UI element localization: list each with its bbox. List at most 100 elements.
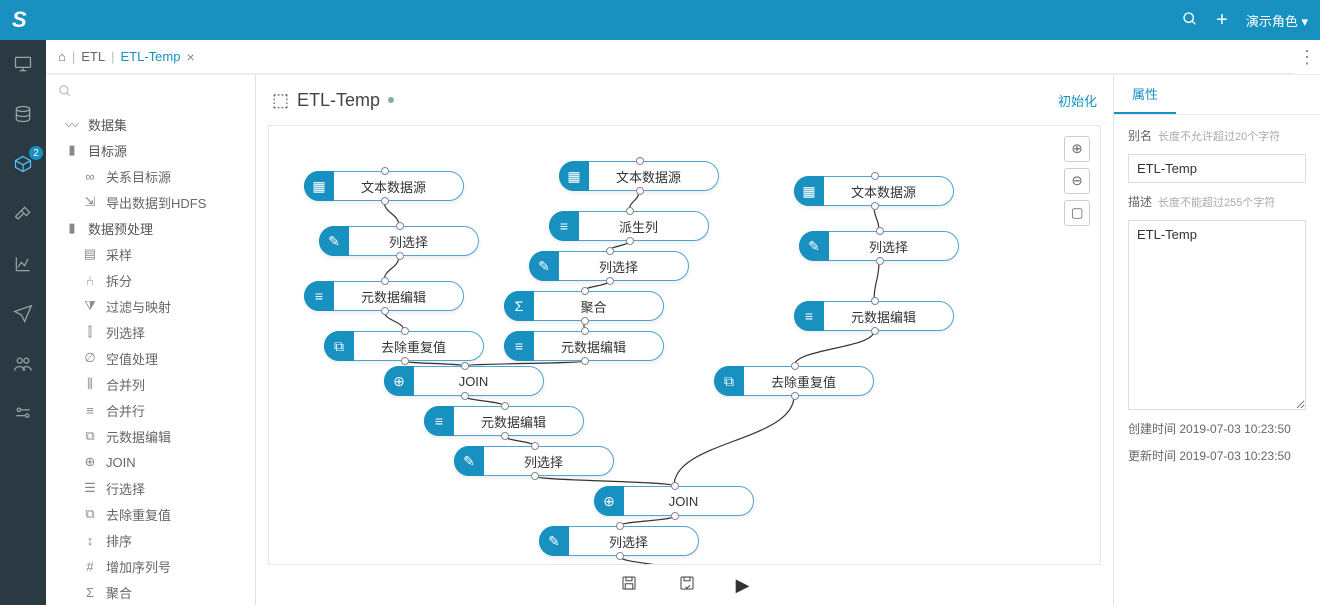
tree-item-rowselect[interactable]: ☰行选择 [46, 475, 255, 501]
null-icon: ∅ [82, 350, 98, 366]
node-label: 列选择 [349, 232, 478, 251]
rail-monitor-icon[interactable] [9, 50, 37, 78]
tree-group-dataset[interactable]: 〰数据集 [46, 111, 255, 137]
rail-settings-icon[interactable] [9, 400, 37, 428]
crumb-current[interactable]: ETL-Temp [120, 49, 180, 64]
tree-group-preprocess[interactable]: ▮数据预处理 [46, 215, 255, 241]
canvas-toolbar: ▶ [256, 565, 1113, 605]
tree-group-target[interactable]: ▮目标源 [46, 137, 255, 163]
tree-item-relation-target[interactable]: ∞关系目标源 [46, 163, 255, 189]
flow-node[interactable]: ▦文本数据源 [559, 161, 719, 191]
tree-item-dedup[interactable]: ⧉去除重复值 [46, 501, 255, 527]
zoom-in-button[interactable]: ⊕ [1064, 136, 1090, 162]
tree-item-split[interactable]: ⑃拆分 [46, 267, 255, 293]
tree-item-sort[interactable]: ↕排序 [46, 527, 255, 553]
flow-node[interactable]: ≡元数据编辑 [794, 301, 954, 331]
node-label: 去除重复值 [354, 337, 483, 356]
save-icon[interactable] [620, 574, 638, 597]
canvas-area: ⬚ ETL-Temp 初始化 ⊕ ⊖ ▢ ▦文本数据源✎列选择≡元 [256, 75, 1114, 605]
sort-icon: ↕ [82, 533, 98, 548]
node-type-icon: ▦ [304, 171, 334, 201]
node-label: 元数据编辑 [334, 287, 463, 306]
node-label: 列选择 [569, 532, 698, 551]
node-type-icon: ✎ [529, 251, 559, 281]
close-tab-icon[interactable]: × [186, 49, 194, 65]
flow-node[interactable]: ≡派生列 [549, 211, 709, 241]
agg-icon: Σ [82, 585, 98, 600]
node-label: 派生列 [579, 217, 708, 236]
kebab-menu-icon[interactable]: ⋮ [1294, 47, 1320, 68]
flow-node[interactable]: ⧉去除重复值 [324, 331, 484, 361]
alias-input[interactable] [1128, 154, 1306, 183]
role-dropdown[interactable]: 演示角色 ▾ [1246, 11, 1308, 30]
tree-item-sample[interactable]: ▤采样 [46, 241, 255, 267]
crumb-etl[interactable]: ETL [81, 49, 105, 64]
tree-item-export-hdfs[interactable]: ⇲导出数据到HDFS [46, 189, 255, 215]
rail-users-icon[interactable] [9, 350, 37, 378]
tab-properties[interactable]: 属性 [1114, 75, 1176, 114]
tree-item-mergerow[interactable]: ≡合并行 [46, 397, 255, 423]
properties-panel: 属性 别名 长度不允许超过20个字符 描述 长度不能超过255个字符 创建时间 … [1114, 75, 1320, 605]
flow-node[interactable]: ⊕JOIN [594, 486, 754, 516]
seq-icon: # [82, 559, 98, 574]
row-icon: ☰ [82, 480, 98, 496]
node-label: 文本数据源 [824, 182, 953, 201]
flow-node[interactable]: ✎列选择 [539, 526, 699, 556]
desc-label: 描述 [1128, 193, 1152, 210]
flow-node[interactable]: ≡元数据编辑 [504, 331, 664, 361]
node-label: JOIN [414, 374, 543, 389]
tree-item-metaedit[interactable]: ⧉元数据编辑 [46, 423, 255, 449]
flow-canvas[interactable]: ⊕ ⊖ ▢ ▦文本数据源✎列选择≡元数据编辑⧉去除重复值▦文本数据源≡派生列✎列… [268, 125, 1101, 565]
run-icon[interactable]: ▶ [736, 575, 750, 596]
flow-node[interactable]: ≡元数据编辑 [424, 406, 584, 436]
tree-item-sequence[interactable]: #增加序列号 [46, 553, 255, 579]
tree-item-filter[interactable]: ⧩过滤与映射 [46, 293, 255, 319]
link-icon: ∞ [82, 169, 98, 184]
flow-node[interactable]: ✎列选择 [529, 251, 689, 281]
flow-node[interactable]: ⧉去除重复值 [714, 366, 874, 396]
flow-node[interactable]: ▦文本数据源 [304, 171, 464, 201]
rail-hammer-icon[interactable] [9, 200, 37, 228]
zoom-fit-button[interactable]: ▢ [1064, 200, 1090, 226]
node-label: 文本数据源 [589, 167, 718, 186]
component-tree: 〰数据集 ▮目标源 ∞关系目标源 ⇲导出数据到HDFS ▮数据预处理 ▤采样 ⑃… [46, 107, 255, 605]
desc-hint: 长度不能超过255个字符 [1158, 194, 1275, 210]
rail-badge: 2 [29, 146, 43, 160]
init-button[interactable]: 初始化 [1058, 91, 1097, 110]
search-icon[interactable] [1182, 11, 1198, 30]
flow-node[interactable]: ✎列选择 [319, 226, 479, 256]
zoom-out-button[interactable]: ⊖ [1064, 168, 1090, 194]
tree-item-aggregate[interactable]: Σ聚合 [46, 579, 255, 605]
flow-node[interactable]: Σ聚合 [504, 291, 664, 321]
sidebar-search[interactable] [46, 75, 255, 107]
breadcrumb: ⌂ | ETL | ETL-Temp × [46, 40, 1294, 74]
node-label: JOIN [624, 494, 753, 509]
node-type-icon: ≡ [304, 281, 334, 311]
node-type-icon: ≡ [504, 331, 534, 361]
rail-chart-icon[interactable] [9, 250, 37, 278]
created-row: 创建时间 2019-07-03 10:23:50 [1128, 420, 1306, 437]
rail-etl-icon[interactable]: 2 [9, 150, 37, 178]
tree-item-colselect[interactable]: ⫿列选择 [46, 319, 255, 345]
node-type-icon: ⧉ [324, 331, 354, 361]
filter-icon: ⧩ [82, 298, 98, 314]
flow-node[interactable]: ▦文本数据源 [794, 176, 954, 206]
node-label: 去除重复值 [744, 372, 873, 391]
flow-node[interactable]: ✎列选择 [454, 446, 614, 476]
flow-node[interactable]: ⊕JOIN [384, 366, 544, 396]
tree-item-mergecol[interactable]: ⫼合并列 [46, 371, 255, 397]
rail-send-icon[interactable] [9, 300, 37, 328]
tree-item-null[interactable]: ∅空值处理 [46, 345, 255, 371]
home-icon[interactable]: ⌂ [58, 49, 66, 64]
chevron-down-icon: ▾ [1301, 14, 1308, 29]
node-label: 列选择 [484, 452, 613, 471]
saveas-icon[interactable] [678, 574, 696, 597]
rail-data-icon[interactable] [9, 100, 37, 128]
desc-textarea[interactable] [1128, 220, 1306, 410]
tree-item-join[interactable]: ⊕JOIN [46, 449, 255, 475]
flow-node[interactable]: ✎列选择 [799, 231, 959, 261]
node-type-icon: ⊕ [384, 366, 414, 396]
add-icon[interactable]: + [1216, 9, 1228, 32]
flow-node[interactable]: ≡元数据编辑 [304, 281, 464, 311]
split-icon: ⑃ [82, 273, 98, 288]
